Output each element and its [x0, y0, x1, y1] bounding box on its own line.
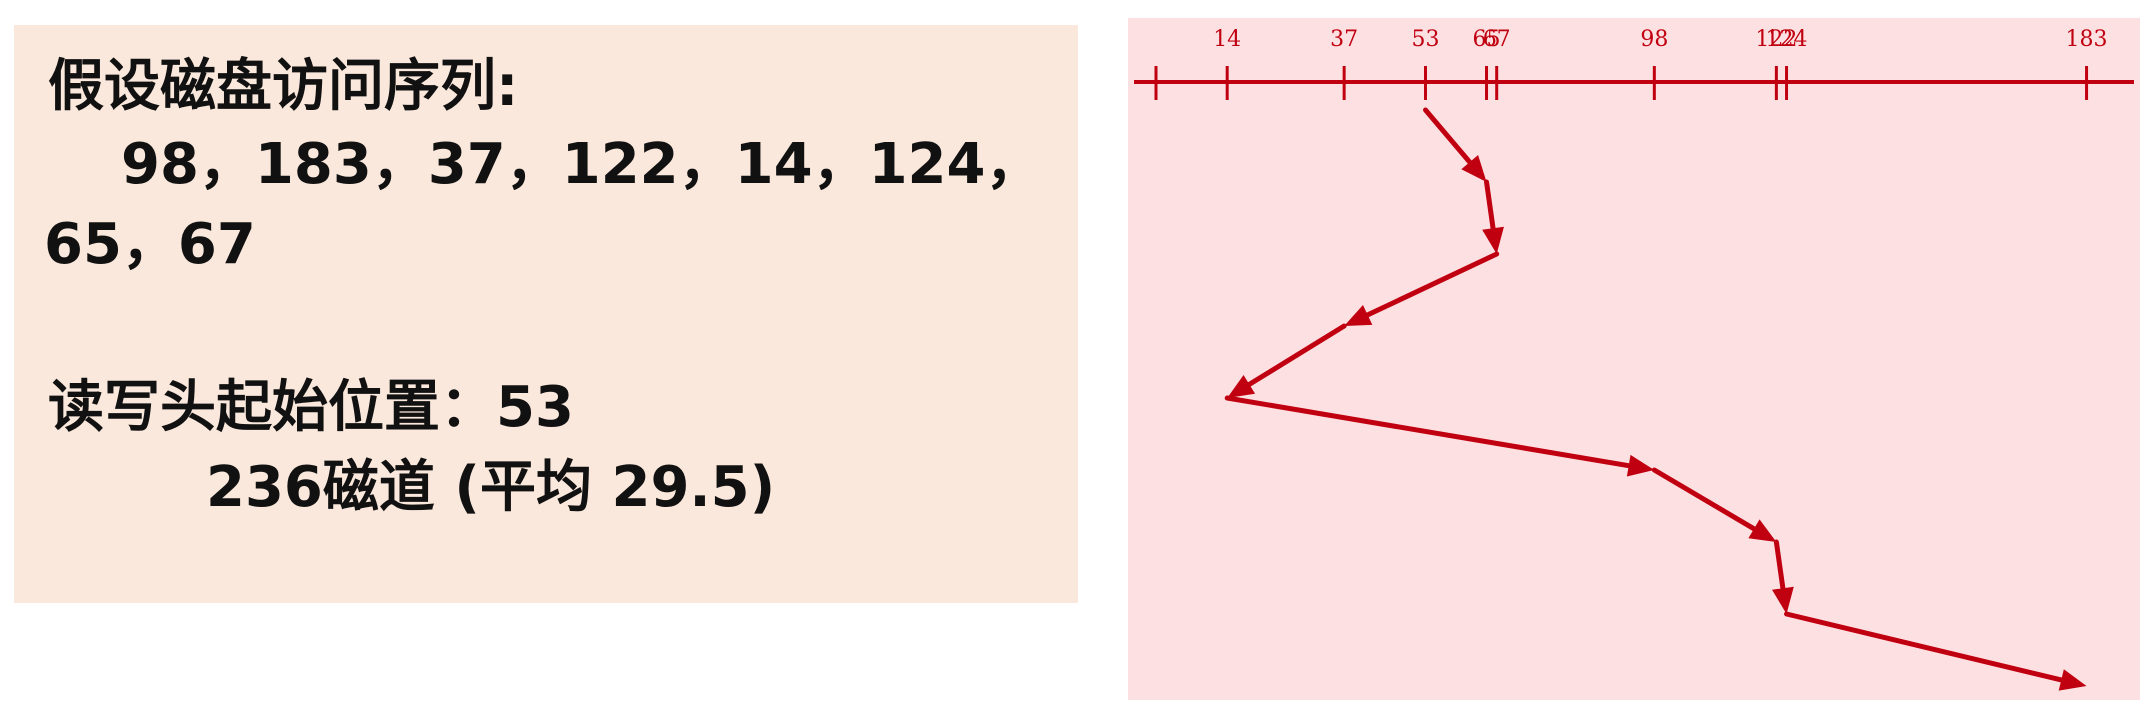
tick-label: 124 [1766, 27, 1808, 52]
seek-arrow [1227, 323, 1347, 398]
tick-label: 53 [1412, 27, 1440, 52]
seek-arrow [1784, 611, 2087, 691]
tick-label: 65 [1473, 27, 1501, 52]
seek-arrow [1224, 395, 1655, 477]
seek-arrow [1482, 179, 1504, 254]
seek-path [1224, 107, 2087, 691]
tick-label: 183 [2066, 27, 2108, 52]
text-panel: 假设磁盘访问序列: 98，183，37，122，14，124， 65，67 读写… [14, 25, 1078, 603]
track-axis [1134, 66, 2134, 100]
seek-arrow [1344, 251, 1500, 326]
tick-label: 37 [1330, 27, 1358, 52]
start-position-label: 读写头起始位置：53 [48, 375, 574, 440]
heading: 假设磁盘访问序列: [48, 54, 519, 119]
tick-label: 122 [1755, 27, 1797, 52]
total-seek-result: 236磁道 (平均 29.5) [206, 455, 776, 520]
seek-arrow [1651, 467, 1777, 542]
tick-label: 14 [1213, 27, 1241, 52]
diagram-panel: 14 37 53 65 67 98 122 124 183 [1128, 18, 2140, 700]
tick-label: 67 [1483, 27, 1511, 52]
sequence-line-1: 98，183，37，122，14，124， [121, 132, 1042, 197]
sequence-line-2: 65，67 [44, 212, 256, 277]
tick-label: 98 [1640, 27, 1668, 52]
seek-arrow [1423, 107, 1487, 182]
seek-arrow [1772, 539, 1794, 614]
